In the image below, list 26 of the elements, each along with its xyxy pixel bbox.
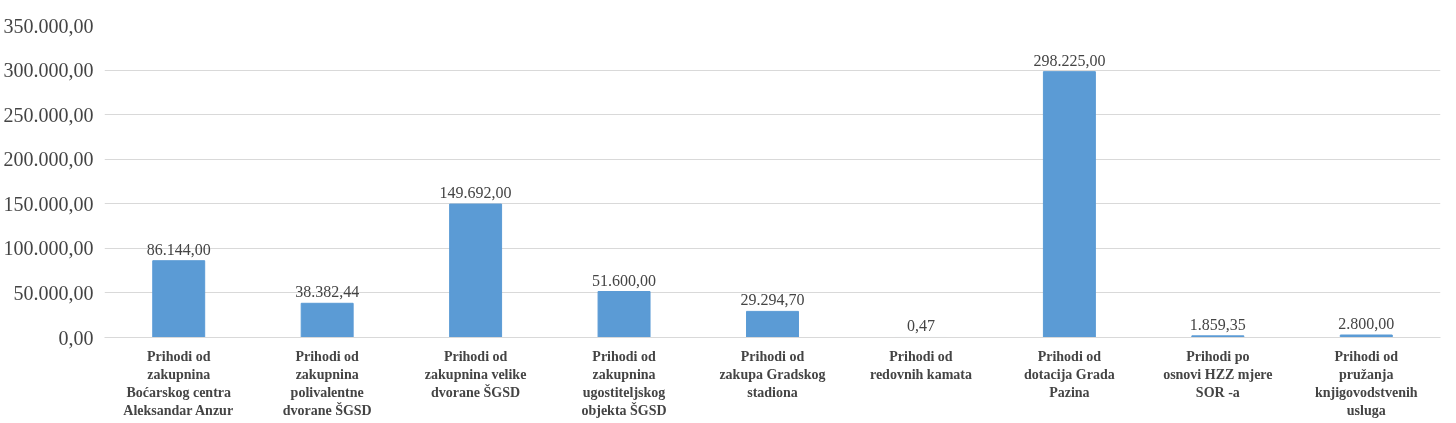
data-label: 0,47 bbox=[906, 317, 935, 335]
x-tick-label: Prihodi od zakupnina ugostiteljskog objekta ŠGSD bbox=[581, 348, 667, 418]
x-tick-label: Prihodi od pružanja knjigovodstvenih usluga bbox=[1314, 348, 1418, 418]
y-tick-label: 0,00 bbox=[58, 326, 94, 349]
data-label: 51.600,00 bbox=[592, 271, 657, 289]
x-tick-label: Prihodi od redovnih kamata bbox=[869, 348, 972, 382]
y-tick-label: 300.000,00 bbox=[3, 59, 94, 82]
data-label: 2.800,00 bbox=[1338, 315, 1395, 332]
y-tick-label: 50.000,00 bbox=[13, 281, 94, 304]
y-tick-label: 100.000,00 bbox=[3, 237, 94, 260]
data-label: 29.294,70 bbox=[740, 291, 805, 309]
y-tick-label: 250.000,00 bbox=[3, 103, 94, 126]
data-label: 298.225,00 bbox=[1033, 51, 1106, 69]
x-tick-label: Prihodi od zakupnina velike dvorane ŠGSD bbox=[424, 348, 527, 400]
x-tick-label: Prihodi od zakupnina polivalentne dvorane ŠGSD bbox=[282, 348, 372, 418]
x-tick-label: Prihodi od zakupnina Boćarskog centra Aleksandar Anzur bbox=[123, 348, 234, 418]
x-tick-label: Prihodi od zakupa Gradskog stadiona bbox=[719, 348, 826, 400]
y-tick-label: 200.000,00 bbox=[3, 148, 94, 171]
x-tick-label: Prihodi od dotacija Grada Pazina bbox=[1024, 348, 1115, 400]
data-label: 1.859,35 bbox=[1189, 315, 1246, 333]
x-tick-label: Prihodi po osnovi HZZ mjere SOR -a bbox=[1163, 348, 1273, 400]
y-tick-label: 150.000,00 bbox=[3, 192, 94, 215]
data-label: 38.382,44 bbox=[295, 283, 360, 301]
data-label: 149.692,00 bbox=[439, 184, 512, 202]
y-tick-label: 350.000,00 bbox=[3, 14, 94, 37]
data-label: 86.144,00 bbox=[146, 240, 211, 258]
